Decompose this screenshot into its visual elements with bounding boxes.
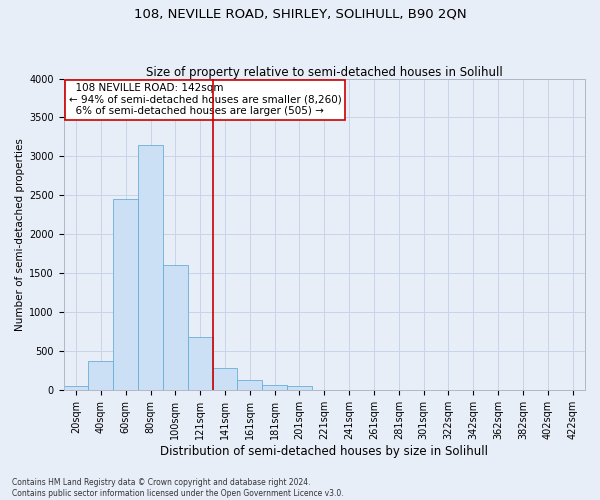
Title: Size of property relative to semi-detached houses in Solihull: Size of property relative to semi-detach… <box>146 66 503 78</box>
Text: 108 NEVILLE ROAD: 142sqm
← 94% of semi-detached houses are smaller (8,260)
  6% : 108 NEVILLE ROAD: 142sqm ← 94% of semi-d… <box>69 83 341 116</box>
Bar <box>88 360 113 390</box>
Text: 108, NEVILLE ROAD, SHIRLEY, SOLIHULL, B90 2QN: 108, NEVILLE ROAD, SHIRLEY, SOLIHULL, B9… <box>134 8 466 20</box>
Bar <box>64 386 88 390</box>
Bar <box>262 385 287 390</box>
X-axis label: Distribution of semi-detached houses by size in Solihull: Distribution of semi-detached houses by … <box>160 444 488 458</box>
Bar <box>113 199 138 390</box>
Bar <box>238 380 262 390</box>
Bar <box>138 144 163 390</box>
Bar <box>163 266 188 390</box>
Bar <box>212 368 238 390</box>
Bar <box>287 386 312 390</box>
Text: Contains HM Land Registry data © Crown copyright and database right 2024.
Contai: Contains HM Land Registry data © Crown c… <box>12 478 344 498</box>
Bar <box>188 338 212 390</box>
Y-axis label: Number of semi-detached properties: Number of semi-detached properties <box>15 138 25 330</box>
